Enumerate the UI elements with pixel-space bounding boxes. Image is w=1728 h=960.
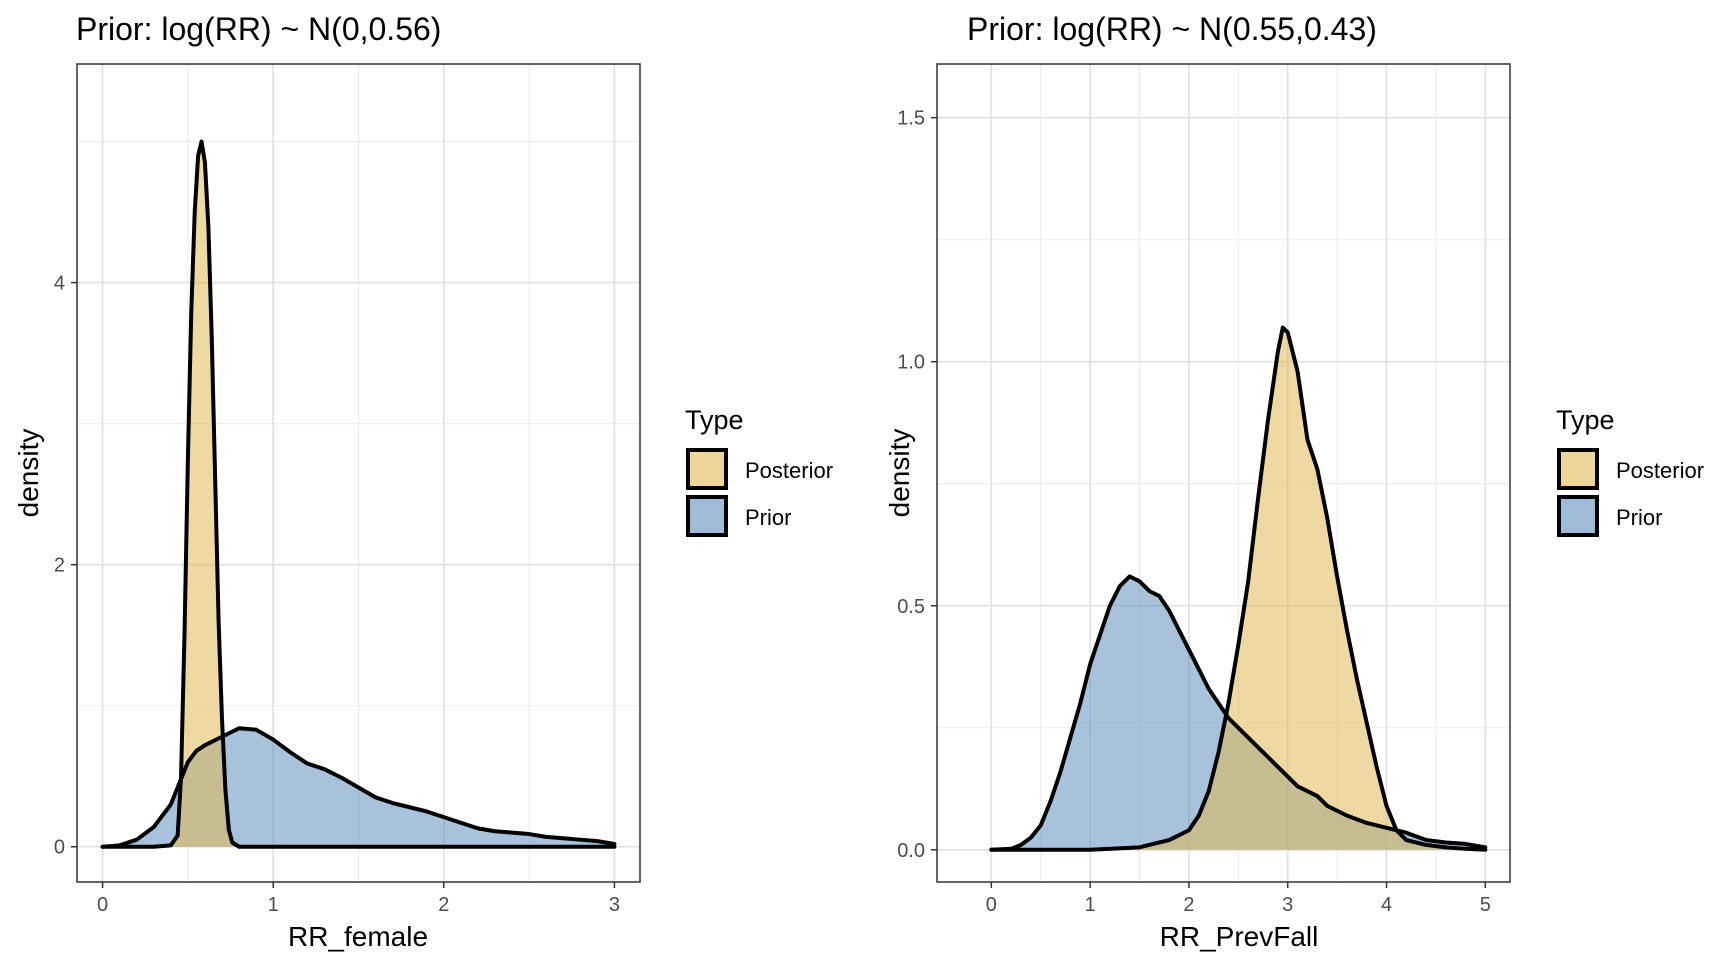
- y-tick-label: 0: [54, 837, 65, 859]
- y-tick-label: 1.5: [897, 108, 925, 130]
- x-tick-label: 0: [97, 894, 108, 916]
- y-axis-title: density: [884, 429, 915, 518]
- legend-label-posterior: Posterior: [1616, 458, 1704, 483]
- x-tick-label: 3: [1282, 894, 1293, 916]
- axis-ticks: 0 1 2 3 0 2 4: [54, 273, 620, 916]
- y-tick-label: 4: [54, 273, 65, 295]
- legend-label-prior: Prior: [745, 505, 791, 530]
- x-tick-label: 0: [986, 894, 997, 916]
- x-tick-label: 3: [609, 894, 620, 916]
- y-axis-title: density: [13, 429, 44, 518]
- y-tick-label: 2: [54, 555, 65, 577]
- legend-title: Type: [1556, 405, 1615, 435]
- panel-rr-female: Prior: log(RR) ~ N(0,0.56) 0 1 2 3 0 2 4 RR_fe…: [13, 11, 833, 952]
- x-tick-label: 2: [438, 894, 449, 916]
- legend: Type Posterior Prior: [685, 405, 833, 537]
- legend-label-prior: Prior: [1616, 505, 1662, 530]
- density-group: [100, 139, 617, 849]
- density-area-posterior: [102, 141, 615, 847]
- axis-ticks: 0 1 2 3 4 5 0.0 0.5 1.0 1.5: [897, 108, 1491, 916]
- density-area-posterior: [991, 327, 1486, 850]
- legend-key-posterior: [686, 448, 728, 490]
- x-axis-title: RR_PrevFall: [1160, 921, 1319, 952]
- legend-key-prior: [1557, 495, 1599, 537]
- x-tick-label: 5: [1480, 894, 1491, 916]
- density-outline-posterior: [989, 325, 1488, 852]
- y-tick-label: 1.0: [897, 352, 925, 374]
- x-tick-label: 1: [1085, 894, 1096, 916]
- panel-title: Prior: log(RR) ~ N(0,0.56): [76, 11, 441, 47]
- x-tick-label: 1: [268, 894, 279, 916]
- density-outline-prior: [989, 574, 1488, 852]
- x-tick-label: 2: [1183, 894, 1194, 916]
- legend-title: Type: [685, 405, 744, 435]
- density-area-prior: [991, 576, 1486, 850]
- legend-key-prior: [686, 495, 728, 537]
- panel-rr-prevfall: Prior: log(RR) ~ N(0.55,0.43) 0 1 2 3 4 50.00…: [884, 11, 1704, 952]
- plot-border: [936, 63, 1511, 883]
- density-group: [989, 325, 1488, 852]
- y-tick-label: 0.0: [897, 840, 925, 862]
- x-tick-label: 4: [1381, 894, 1392, 916]
- grid-group: [77, 64, 640, 882]
- x-axis-title: RR_female: [288, 921, 428, 952]
- density-outline-posterior: [100, 139, 617, 849]
- y-tick-label: 0.5: [897, 596, 925, 618]
- legend-label-posterior: Posterior: [745, 458, 833, 483]
- panel-title: Prior: log(RR) ~ N(0.55,0.43): [967, 11, 1377, 47]
- legend: Type Posterior Prior: [1556, 405, 1704, 537]
- legend-key-posterior: [1557, 448, 1599, 490]
- density-area-prior: [102, 728, 615, 847]
- plot-border: [76, 63, 641, 883]
